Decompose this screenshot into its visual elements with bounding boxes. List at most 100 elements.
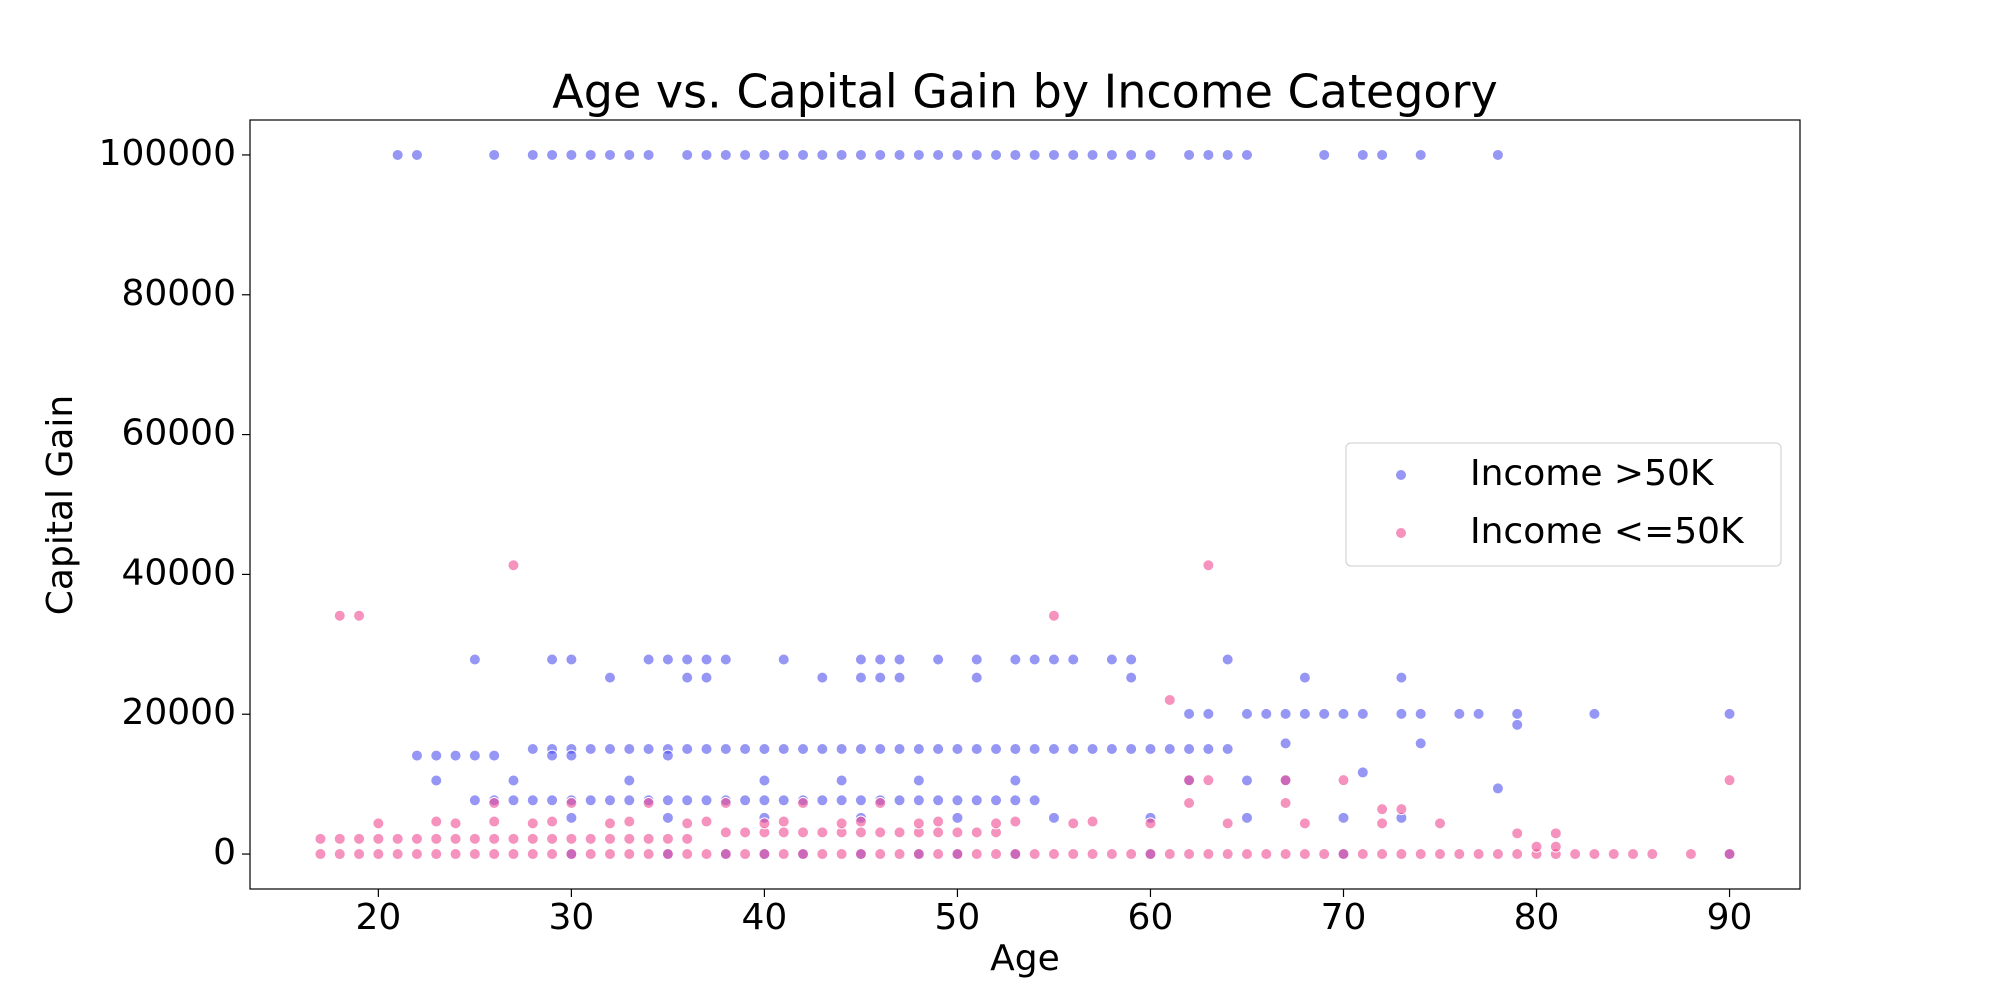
point <box>816 743 829 756</box>
point <box>932 743 945 756</box>
point <box>1105 743 1118 756</box>
point <box>1588 707 1601 720</box>
point <box>1202 774 1215 787</box>
point <box>835 743 848 756</box>
point <box>1009 848 1022 861</box>
point <box>1163 743 1176 756</box>
point <box>1028 794 1041 807</box>
point <box>893 653 906 666</box>
point <box>1298 817 1311 830</box>
point <box>1163 693 1176 706</box>
point <box>546 653 559 666</box>
point <box>565 749 578 762</box>
point <box>719 743 732 756</box>
point <box>835 848 848 861</box>
legend-label: Income >50K <box>1470 453 1715 494</box>
point <box>1627 848 1640 861</box>
point <box>642 848 655 861</box>
point <box>1125 671 1138 684</box>
point <box>970 743 983 756</box>
point <box>1318 148 1331 161</box>
point <box>1183 774 1196 787</box>
point <box>1202 148 1215 161</box>
point <box>1144 848 1157 861</box>
point <box>835 774 848 787</box>
point <box>1395 707 1408 720</box>
point <box>623 848 636 861</box>
point <box>623 774 636 787</box>
point <box>584 794 597 807</box>
point <box>1530 840 1543 853</box>
point <box>526 832 539 845</box>
point <box>797 826 810 839</box>
point <box>758 817 771 830</box>
point <box>1086 815 1099 828</box>
x-tick-label: 80 <box>1514 897 1560 938</box>
point <box>912 743 925 756</box>
point <box>1298 707 1311 720</box>
legend-marker <box>1395 469 1407 481</box>
x-tick-label: 50 <box>935 897 981 938</box>
point <box>507 848 520 861</box>
point <box>700 848 713 861</box>
point <box>777 148 790 161</box>
point <box>1028 848 1041 861</box>
point <box>681 743 694 756</box>
point <box>777 848 790 861</box>
point <box>1183 148 1196 161</box>
point <box>1298 671 1311 684</box>
point <box>777 826 790 839</box>
point <box>854 848 867 861</box>
point <box>1491 148 1504 161</box>
y-tick-label: 0 <box>213 832 236 873</box>
point <box>1356 848 1369 861</box>
point <box>1086 743 1099 756</box>
point <box>1434 848 1447 861</box>
x-tick-label: 90 <box>1707 897 1753 938</box>
y-tick-label: 80000 <box>121 273 236 314</box>
point <box>681 653 694 666</box>
point <box>1067 848 1080 861</box>
point <box>912 794 925 807</box>
point <box>1376 817 1389 830</box>
point <box>1240 148 1253 161</box>
legend-marker <box>1395 527 1407 539</box>
point <box>758 774 771 787</box>
point <box>1183 848 1196 861</box>
x-tick-label: 20 <box>355 897 401 938</box>
point <box>468 653 481 666</box>
point <box>1376 803 1389 816</box>
point <box>1511 707 1524 720</box>
legend-box <box>1345 442 1782 567</box>
point <box>372 848 385 861</box>
point <box>1414 148 1427 161</box>
point <box>932 148 945 161</box>
point <box>990 743 1003 756</box>
point <box>661 811 674 824</box>
point <box>468 749 481 762</box>
point <box>700 743 713 756</box>
point <box>970 671 983 684</box>
point <box>565 848 578 861</box>
point <box>681 148 694 161</box>
point <box>874 826 887 839</box>
point <box>314 832 327 845</box>
point <box>546 848 559 861</box>
point <box>681 671 694 684</box>
point <box>970 848 983 861</box>
point <box>1279 774 1292 787</box>
point <box>932 794 945 807</box>
point <box>874 148 887 161</box>
point <box>990 848 1003 861</box>
point <box>816 148 829 161</box>
point <box>1009 148 1022 161</box>
point <box>893 794 906 807</box>
point <box>951 848 964 861</box>
point <box>700 653 713 666</box>
point <box>507 794 520 807</box>
point <box>603 832 616 845</box>
point <box>758 848 771 861</box>
x-tick-label: 60 <box>1128 897 1174 938</box>
point <box>1356 148 1369 161</box>
point <box>372 817 385 830</box>
